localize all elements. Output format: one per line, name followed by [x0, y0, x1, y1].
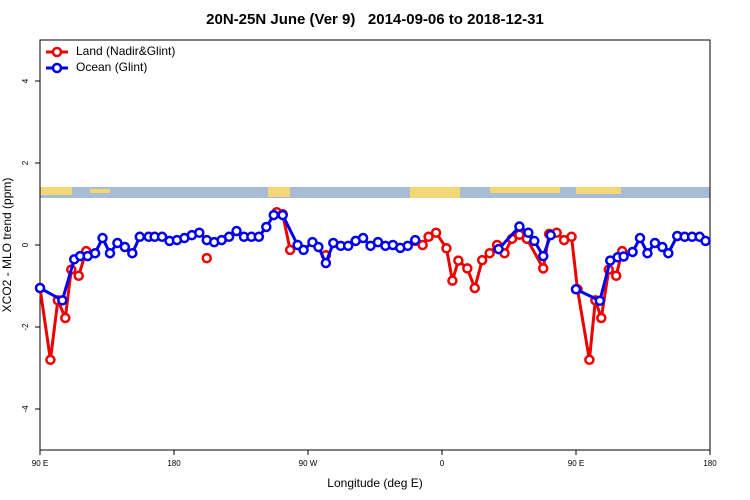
data-point — [594, 295, 606, 307]
data-point — [45, 354, 56, 366]
data-point — [570, 284, 582, 295]
x-axis-title: Longitude (deg E) — [327, 476, 422, 490]
land-patch — [410, 187, 460, 198]
data-point — [261, 221, 272, 233]
data-point — [97, 232, 108, 244]
data-point — [523, 227, 534, 238]
y-tick-label: -2 — [21, 323, 30, 331]
series-line — [38, 210, 624, 362]
x-tick-label: 180 — [703, 459, 717, 468]
x-tick-label: 0 — [440, 459, 445, 468]
data-point — [447, 275, 458, 286]
data-point — [596, 312, 607, 324]
data-point — [423, 231, 434, 243]
data-point — [642, 247, 653, 259]
data-point — [156, 231, 168, 243]
data-point — [104, 247, 116, 259]
data-point — [627, 246, 638, 258]
data-point — [634, 232, 646, 244]
land-patch — [576, 187, 621, 194]
data-point — [313, 241, 324, 253]
data-point — [529, 235, 540, 247]
data-point — [663, 247, 674, 259]
y-axis-title: XCO2 - MLO trend (ppm) — [0, 178, 14, 313]
data-point — [493, 243, 504, 255]
data-point — [268, 209, 280, 221]
data-point — [537, 263, 549, 274]
legend-marker — [51, 62, 63, 74]
data-point — [201, 252, 213, 264]
ocean-band — [40, 187, 710, 198]
data-point — [342, 240, 354, 252]
data-point — [649, 237, 661, 249]
data-point — [73, 270, 84, 281]
data-point — [134, 231, 146, 243]
data-point — [453, 255, 464, 266]
data-point — [357, 232, 369, 244]
data-point — [119, 241, 131, 253]
data-point — [112, 237, 123, 249]
data-point — [60, 312, 71, 324]
data-point — [223, 231, 235, 243]
x-tick-label: 180 — [167, 459, 181, 468]
data-point — [417, 239, 428, 251]
data-point — [194, 227, 205, 238]
data-point — [462, 263, 473, 274]
data-point — [402, 240, 414, 252]
data-point — [277, 209, 288, 221]
x-tick-label: 90 E — [568, 459, 584, 468]
data-point — [231, 225, 242, 237]
data-point — [89, 247, 101, 259]
data-point — [618, 251, 629, 262]
data-point — [476, 254, 488, 266]
data-point — [298, 244, 309, 256]
data-point — [409, 234, 421, 246]
map-strip — [40, 187, 710, 198]
legend-label: Land (Nadir&Glint) — [76, 44, 175, 58]
land-patch — [40, 187, 72, 195]
chart-title: 20N-25N June (Ver 9) 2014-09-06 to 2018-… — [206, 11, 544, 28]
data-point — [537, 250, 549, 262]
data-point — [584, 354, 595, 366]
data-point — [657, 241, 668, 253]
land-patch — [90, 189, 110, 193]
data-point — [610, 270, 622, 281]
data-point — [127, 247, 138, 259]
data-point — [430, 227, 442, 238]
land-patch — [268, 187, 290, 197]
data-point — [284, 244, 296, 256]
land-patch — [490, 187, 560, 193]
data-point — [34, 282, 46, 294]
y-tick-label: -4 — [21, 405, 30, 413]
legend-label: Ocean (Glint) — [76, 60, 147, 74]
data-point — [441, 243, 452, 254]
y-tick-label: 0 — [21, 242, 30, 247]
data-point — [700, 235, 711, 247]
y-tick-label: 2 — [21, 160, 30, 165]
y-tick-label: 4 — [21, 78, 30, 83]
data-point — [514, 221, 525, 232]
x-tick-label: 90 W — [299, 459, 318, 468]
data-point — [320, 257, 332, 269]
data-point — [566, 231, 577, 243]
data-point — [253, 231, 265, 243]
x-tick-label: 90 E — [32, 459, 48, 468]
data-point — [484, 247, 495, 259]
data-point — [57, 295, 68, 306]
data-point — [469, 282, 481, 294]
data-point — [545, 229, 556, 241]
legend-marker — [51, 46, 63, 58]
